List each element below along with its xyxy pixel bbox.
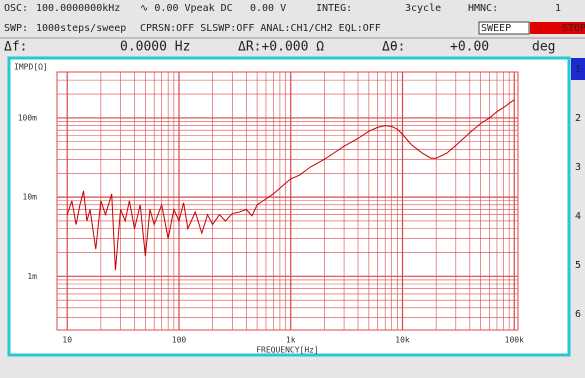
- y-axis-label: IMPD[Ω]: [14, 63, 48, 72]
- header-text: 3cycle: [405, 3, 441, 14]
- header-text: 0.00 V: [250, 3, 286, 14]
- header-text: SWP:: [4, 23, 28, 34]
- active-button: [571, 58, 585, 80]
- header-text: SWEEP: [481, 23, 511, 34]
- header-text: 1: [555, 3, 561, 14]
- header-text: Δθ:: [382, 40, 405, 55]
- header-text: deg: [532, 40, 555, 55]
- x-tick-label: 100k: [505, 336, 524, 345]
- side-button: 3: [575, 162, 581, 173]
- header-text: CPRSN:OFF SLSWP:OFF ANAL:CH1/CH2 EQL:OFF: [140, 23, 381, 34]
- stop-box: [530, 22, 585, 34]
- sweep-box: [478, 21, 530, 35]
- x-tick-label: 100: [172, 336, 187, 345]
- side-button: 5: [575, 260, 581, 271]
- side-button: 4: [575, 211, 581, 222]
- y-tick-label: 100m: [18, 113, 37, 122]
- header-text: HMNC:: [468, 3, 498, 14]
- header-text: ΔR:+0.000 Ω: [238, 40, 324, 55]
- y-tick-label: 1m: [27, 272, 37, 281]
- header-text: INTEG:: [316, 3, 352, 14]
- header-text: 0.0000 Hz: [120, 40, 190, 55]
- header-text: 100.0000000kHz: [36, 3, 120, 14]
- data-line: [66, 99, 515, 271]
- y-tick-label: 10m: [23, 193, 38, 202]
- header-text: STOP: [562, 23, 585, 34]
- header-text: OSC:: [4, 3, 28, 14]
- header-text: ∿ 0.00 Vpeak DC: [140, 3, 233, 14]
- x-tick-label: 10k: [395, 336, 410, 345]
- side-button: 2: [575, 113, 581, 124]
- x-tick-label: 10: [62, 336, 72, 345]
- header-text: Δf:: [4, 40, 27, 55]
- header-text: 1000steps/sweep: [36, 23, 126, 34]
- plot-panel: [7, 56, 571, 357]
- header-text: +0.00: [450, 40, 489, 55]
- x-tick-label: 1k: [286, 336, 296, 345]
- x-axis-label: FREQUENCY[Hz]: [256, 346, 319, 355]
- side-button: 6: [575, 309, 581, 320]
- side-button: 1: [575, 64, 581, 75]
